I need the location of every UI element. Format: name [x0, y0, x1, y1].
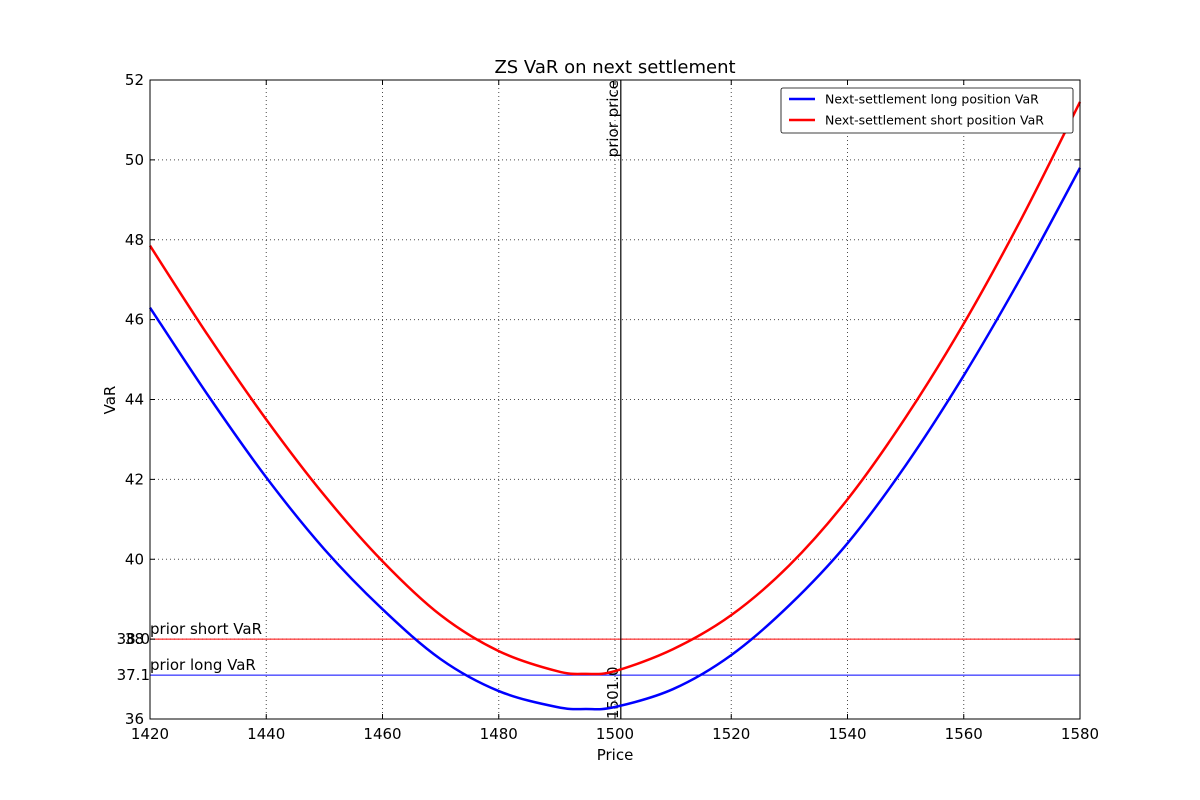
reference-line-value-label: 1501.0 — [604, 667, 622, 720]
legend: Next-settlement long position VaR Next-se… — [780, 87, 1074, 134]
y-axis-label: VaR — [101, 386, 119, 415]
legend-entry-label: Next-settlement long position VaR — [825, 92, 1039, 107]
legend-entry-label: Next-settlement short position VaR — [825, 113, 1044, 128]
x-tick-label: 1420 — [131, 725, 169, 743]
x-tick-label: 1480 — [480, 725, 518, 743]
legend-box — [780, 87, 1074, 134]
x-tick-label: 1520 — [712, 725, 750, 743]
y-tick-label: 36 — [125, 710, 144, 728]
x-axis-label: Price — [597, 746, 634, 764]
reference-line-value-label: 37.1 — [117, 666, 150, 684]
series — [148, 101, 1082, 711]
x-tick-label: 1500 — [596, 725, 634, 743]
ticks: 1420 1440 1460 1480 1500 1520 1540 1560 1580 36 38… — [125, 71, 1099, 743]
y-tick-label: 40 — [125, 550, 144, 568]
y-tick-label: 52 — [125, 71, 144, 89]
x-tick-label: 1540 — [828, 725, 866, 743]
y-tick-label: 38 — [125, 630, 144, 648]
reference-line-label: prior short VaR — [150, 620, 262, 638]
y-tick-label: 48 — [125, 231, 144, 249]
y-tick-label: 50 — [125, 151, 144, 169]
x-tick-label: 1580 — [1061, 725, 1099, 743]
x-tick-label: 1440 — [247, 725, 285, 743]
y-tick-label: 42 — [125, 470, 144, 488]
reference-line-label: prior price — [604, 80, 622, 157]
series-line-short-var — [148, 101, 1082, 676]
series-line-long-var — [148, 167, 1082, 711]
y-tick-label: 44 — [125, 391, 144, 409]
reference-line-value-label: 38.0 — [117, 630, 150, 648]
x-tick-label: 1460 — [363, 725, 401, 743]
reference-line-label: prior long VaR — [150, 656, 256, 674]
y-tick-label: 46 — [125, 311, 144, 329]
chart-title: ZS VaR on next settlement — [494, 57, 735, 78]
x-tick-label: 1560 — [945, 725, 983, 743]
